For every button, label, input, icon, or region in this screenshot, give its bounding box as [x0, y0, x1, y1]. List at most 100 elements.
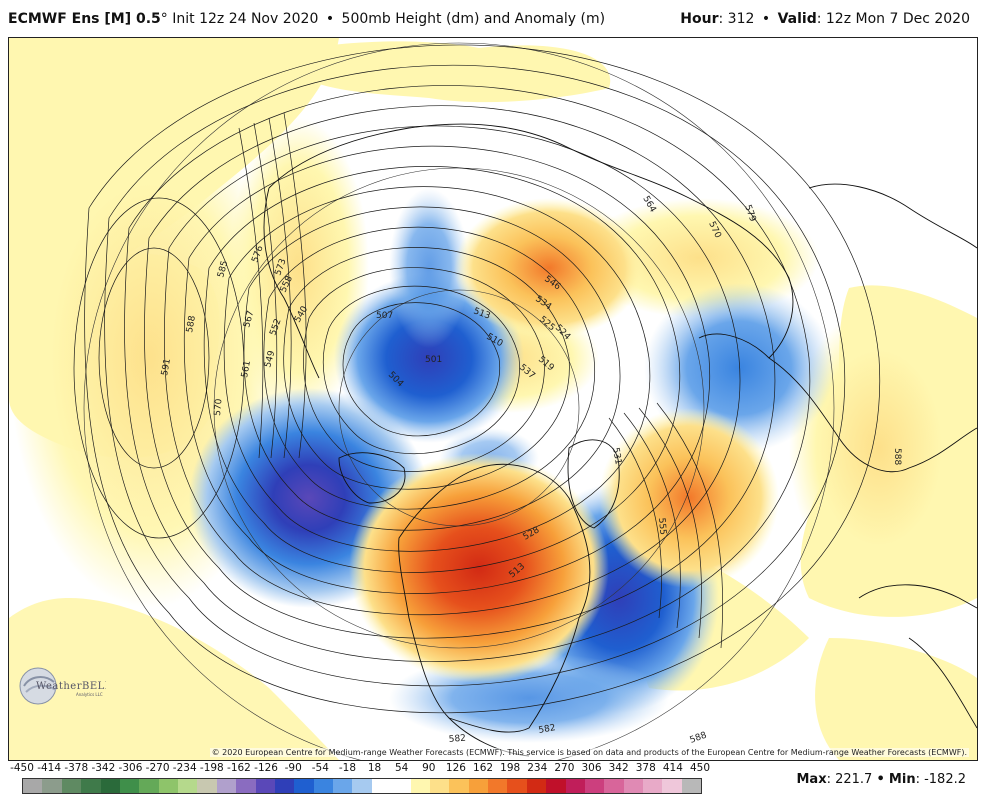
colorbar-segment — [488, 779, 508, 793]
coastlines — [263, 123, 977, 757]
map-header: ECMWF Ens [M] 0.5° Init 12z 24 Nov 2020 … — [0, 0, 984, 38]
colorbar-tick-label: 198 — [500, 762, 521, 774]
contour-label: 591 — [160, 358, 173, 377]
colorbar-segment — [42, 779, 62, 793]
contour-label: 555 — [656, 517, 667, 535]
colorbar-tick-label: -270 — [145, 762, 170, 774]
colorbar-tick-label: -306 — [118, 762, 143, 774]
colorbar-segment — [410, 779, 430, 793]
colorbar-tick-label: -450 — [10, 762, 34, 774]
contour-label: 585 — [216, 260, 230, 279]
colorbar-segment — [604, 779, 624, 793]
max-label: Max — [796, 772, 827, 787]
weatherbell-logo: WeatherBELL Analytics LLC — [19, 667, 106, 705]
colorbar-segment — [565, 779, 585, 793]
contour-label: 582 — [538, 723, 557, 736]
colorbar-segment — [81, 779, 101, 793]
colorbar-segment — [507, 779, 527, 793]
colorbar-tick-label: -378 — [64, 762, 89, 774]
polar-stereographic-map: 591 588 585 576 573 570 567 561 558 552 … — [8, 37, 978, 761]
height-contours — [73, 44, 880, 714]
western-north-america-ridge — [349, 453, 609, 683]
valid-label: Valid — [777, 11, 817, 27]
colorbar-tick-label: -90 — [284, 762, 302, 774]
init-time: Init 12z 24 Nov 2020 — [172, 11, 319, 27]
colorbar-segment — [274, 779, 295, 793]
contour-label: 561 — [240, 360, 253, 379]
colorbar-tick-label: 342 — [608, 762, 629, 774]
colorbar-tick-label: -162 — [227, 762, 251, 774]
bullet-separator: • — [325, 11, 335, 27]
colorbar-tick-label: -234 — [172, 762, 197, 774]
asia-outline — [268, 123, 794, 359]
colorbar-tick-label: -126 — [254, 762, 278, 774]
colorbar-segment — [584, 779, 605, 793]
colorbar-tick-label: 270 — [554, 762, 575, 774]
north-atlantic-ridge — [599, 408, 779, 588]
min-label: Min — [888, 772, 916, 787]
colorbar-tick-label: 414 — [662, 762, 683, 774]
colorbar-segment — [197, 779, 217, 793]
logo-wordmark: WeatherBELL — [36, 681, 106, 692]
colorbar-tick-label: 306 — [581, 762, 602, 774]
colorbar-segment — [546, 779, 566, 793]
hour-value: : 312 — [718, 11, 755, 27]
colorbar-segment — [294, 779, 314, 793]
bullet-separator-2: • — [761, 11, 771, 27]
colorbar-tick-label: -198 — [199, 762, 224, 774]
anomaly-shading-positive — [349, 198, 779, 683]
colorbar-segment — [468, 779, 488, 793]
contour-label: 588 — [892, 448, 902, 465]
north-america-outline — [398, 463, 591, 733]
colorbar-tick-label: 126 — [445, 762, 466, 774]
colorbar-tick-label: 90 — [422, 762, 436, 774]
colorbar-segment — [100, 779, 120, 793]
colorbar-tick-labels: -450 -414 -378 -342 -306 -270 -234 -198 -162 -126… — [10, 762, 710, 776]
colorbar-tick-label: 234 — [527, 762, 548, 774]
colorbar-segment — [178, 779, 198, 793]
contour-label: 588 — [689, 730, 709, 745]
contour-label: 549 — [263, 349, 277, 368]
colorbar-tick-label: 378 — [635, 762, 656, 774]
field-description: 500mb Height (dm) and Anomaly (m) — [341, 11, 606, 27]
colorbar-segment — [429, 779, 450, 793]
colorbar-segment — [643, 779, 663, 793]
arctic-ridge — [454, 198, 644, 338]
contour-label: 588 — [185, 315, 198, 334]
siberian-low — [334, 273, 524, 443]
colorbar-tick-label: -414 — [37, 762, 62, 774]
colorbar-segment — [313, 779, 333, 793]
valid-value: : 12z Mon 7 Dec 2020 — [816, 11, 970, 27]
contour-label: 570 — [213, 398, 224, 416]
colorbar-segment — [662, 779, 682, 793]
greenland-outline — [567, 439, 620, 529]
colorbar-segment — [333, 779, 353, 793]
model-name: ECMWF Ens [M] 0.5 — [8, 11, 161, 27]
colorbar-segment — [681, 779, 702, 793]
colorbar-segment — [449, 779, 469, 793]
copyright-notice: © 2020 European Centre for Medium-range … — [209, 748, 969, 757]
degree-symbol: ° — [160, 11, 168, 27]
anomaly-colorbar — [22, 778, 702, 794]
colorbar-segment — [23, 779, 43, 793]
header-title: ECMWF Ens [M] 0.5° Init 12z 24 Nov 2020 … — [8, 0, 605, 38]
logo-subtitle: Analytics LLC — [76, 692, 103, 697]
contour-label: 501 — [425, 355, 442, 365]
colorbar-segment — [526, 779, 547, 793]
colorbar-tick-label: -342 — [91, 762, 116, 774]
contour-label: 567 — [242, 310, 256, 329]
max-value: : 221.7 — [826, 772, 873, 787]
contour-label: 582 — [448, 734, 466, 745]
colorbar-segment — [61, 779, 82, 793]
colorbar-tick-label: 54 — [394, 762, 409, 774]
contour-label: 531 — [610, 447, 623, 466]
colorbar-tick-label: -54 — [311, 762, 329, 774]
contour-label: 507 — [376, 311, 393, 321]
colorbar-segment — [119, 779, 140, 793]
colorbar-tick-label: -18 — [338, 762, 357, 774]
colorbar-segment — [139, 779, 159, 793]
colorbar-segment — [255, 779, 275, 793]
colorbar-segment — [352, 779, 372, 793]
map-canvas: 591 588 585 576 573 570 567 561 558 552 … — [9, 38, 977, 760]
max-min-readout: Max: 221.7 • Min: -182.2 — [796, 772, 966, 787]
